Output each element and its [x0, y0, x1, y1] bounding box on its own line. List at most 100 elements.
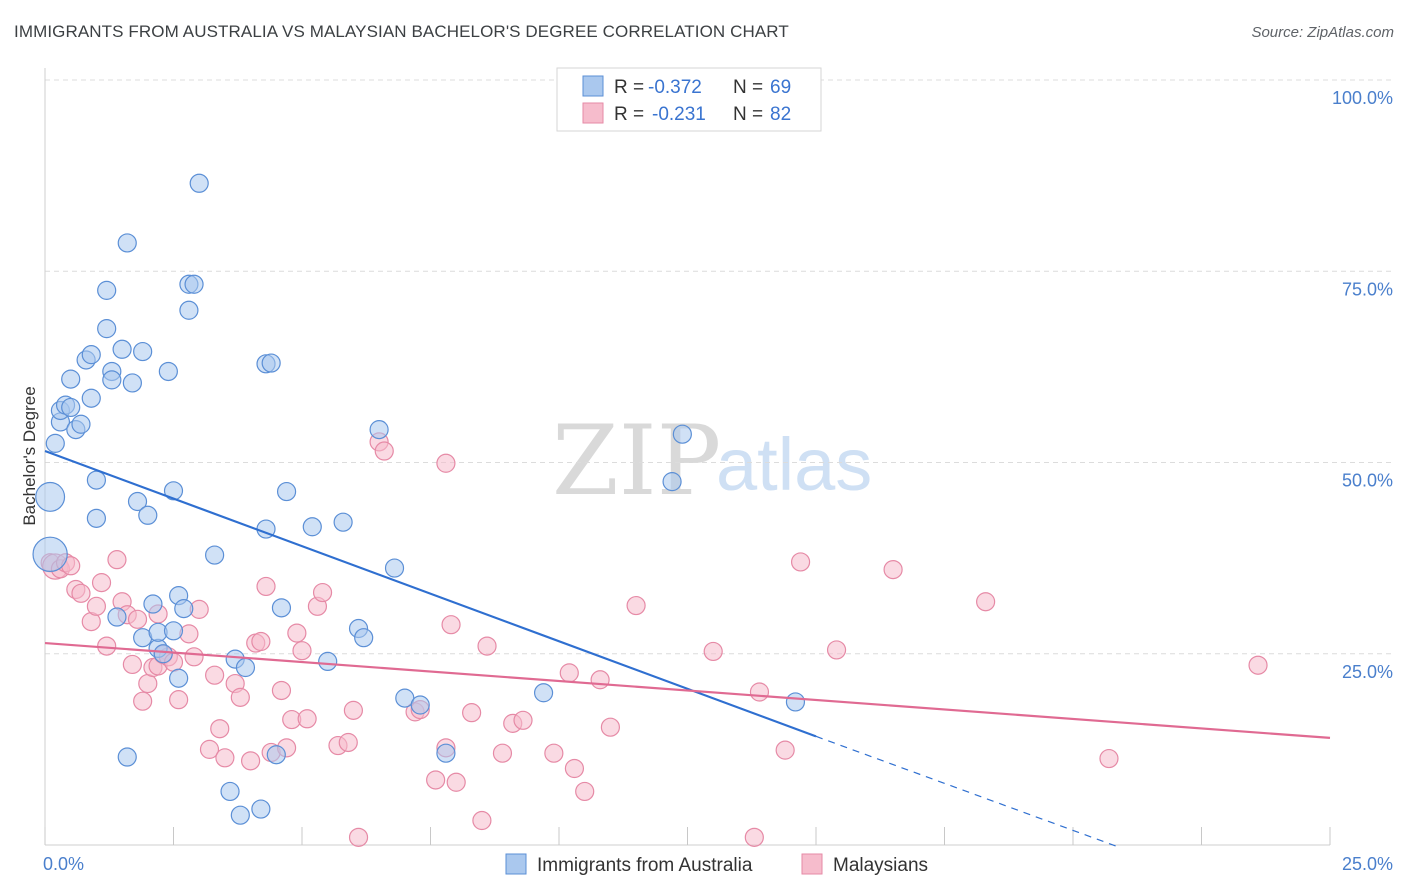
legend-r-value-blue: -0.372 — [648, 77, 702, 98]
point-australia-12 — [81, 345, 101, 365]
point-australia-9 — [71, 414, 91, 434]
point-australia-25 — [133, 341, 153, 362]
y-axis-label: Bachelor's Degree — [20, 386, 39, 525]
x-tick-label-min: 0.0% — [43, 854, 84, 874]
point-malaysians-72 — [626, 595, 646, 616]
point-australia-55 — [318, 651, 338, 672]
point-australia-60 — [384, 558, 405, 578]
point-australia-54 — [302, 517, 322, 537]
point-australia-37 — [174, 599, 194, 619]
point-australia-47 — [251, 799, 271, 819]
trend-lines — [44, 449, 1331, 848]
point-australia-2 — [45, 433, 65, 453]
point-australia-65 — [662, 472, 682, 492]
series-legend-swatch-malaysians — [801, 853, 823, 875]
legend-swatch-pink — [582, 102, 604, 124]
point-australia-66 — [672, 424, 692, 444]
point-malaysians-29 — [205, 665, 225, 685]
point-malaysians-39 — [271, 680, 292, 701]
point-australia-33 — [163, 621, 184, 641]
point-australia-0 — [35, 481, 66, 512]
series-legend-swatch-australia — [505, 853, 527, 875]
point-malaysians-57 — [436, 453, 456, 473]
point-australia-56 — [333, 512, 353, 532]
point-australia-34 — [163, 481, 184, 501]
point-malaysians-14 — [122, 654, 142, 675]
point-malaysians-67 — [559, 663, 579, 683]
point-australia-59 — [369, 420, 389, 440]
y-tick-label-100: 100.0% — [1332, 88, 1393, 108]
point-australia-46 — [235, 657, 256, 678]
point-malaysians-71 — [600, 717, 621, 737]
point-malaysians-36 — [251, 631, 271, 652]
x-tick-label-max: 25.0% — [1342, 854, 1393, 874]
point-australia-6 — [61, 397, 81, 418]
point-malaysians-17 — [138, 673, 158, 694]
point-malaysians-30 — [210, 719, 230, 739]
point-australia-27 — [138, 505, 158, 525]
point-australia-43 — [220, 781, 240, 802]
gridlines — [45, 79, 1392, 655]
point-malaysians-44 — [297, 709, 317, 729]
legend-r-label-pink: R = — [614, 104, 644, 125]
point-australia-51 — [266, 745, 286, 765]
series-legend: Immigrants from Australia Malaysians — [505, 853, 928, 876]
point-australia-36 — [169, 668, 189, 688]
point-australia-13 — [86, 508, 107, 528]
point-australia-23 — [122, 373, 142, 393]
point-australia-52 — [271, 598, 292, 618]
point-malaysians-68 — [564, 758, 585, 779]
point-malaysians-24 — [169, 690, 189, 710]
point-australia-38 — [179, 300, 199, 320]
trend-line-australia — [44, 449, 817, 738]
point-australia-24 — [127, 491, 148, 512]
y-tick-labels: 25.0% 50.0% 75.0% 100.0% — [1332, 88, 1393, 682]
point-malaysians-42 — [287, 623, 307, 643]
point-malaysians-78 — [826, 640, 847, 660]
trend-line-malaysians — [44, 641, 1331, 739]
point-malaysians-28 — [199, 739, 220, 759]
x-tick-labels: 0.0% 25.0% — [43, 854, 1393, 874]
point-malaysians-69 — [575, 781, 595, 802]
point-australia-40 — [184, 274, 204, 294]
point-australia-67 — [785, 692, 806, 712]
point-malaysians-66 — [544, 743, 564, 763]
stats-legend: R = -0.372 N = 69 R = -0.231 N = 82 — [556, 67, 822, 132]
point-malaysians-81 — [1099, 748, 1119, 769]
point-malaysians-50 — [348, 827, 369, 847]
legend-n-label-pink: N = — [733, 104, 763, 125]
point-malaysians-26 — [184, 647, 204, 667]
point-malaysians-62 — [477, 636, 497, 656]
point-malaysians-6 — [71, 583, 91, 603]
point-australia-63 — [436, 743, 456, 763]
point-malaysians-37 — [256, 576, 276, 597]
trend-line-australia-extension — [815, 735, 1120, 848]
watermark-atlas: atlas — [716, 423, 872, 506]
point-australia-58 — [354, 628, 374, 648]
point-australia-15 — [97, 280, 117, 300]
point-malaysians-74 — [744, 827, 764, 847]
point-malaysians-77 — [790, 552, 811, 572]
point-australia-1 — [32, 536, 68, 573]
point-australia-21 — [117, 747, 137, 767]
point-australia-62 — [410, 695, 430, 715]
point-malaysians-16 — [133, 691, 153, 711]
watermark-zip: ZIP — [552, 405, 721, 517]
y-tick-label-75: 75.0% — [1342, 279, 1393, 299]
point-malaysians-82 — [1248, 655, 1268, 675]
point-australia-41 — [189, 173, 209, 193]
point-australia-11 — [81, 388, 101, 408]
legend-r-label-blue: R = — [614, 77, 644, 98]
point-malaysians-79 — [883, 559, 903, 580]
point-malaysians-70 — [590, 670, 610, 690]
point-malaysians-73 — [703, 641, 723, 662]
point-malaysians-60 — [462, 703, 482, 723]
series-australia-points — [32, 173, 806, 825]
point-malaysians-65 — [513, 710, 533, 730]
point-malaysians-52 — [374, 441, 394, 461]
point-malaysians-15 — [127, 609, 148, 629]
point-australia-50 — [261, 353, 281, 373]
point-malaysians-43 — [292, 641, 312, 661]
point-australia-42 — [205, 545, 225, 565]
